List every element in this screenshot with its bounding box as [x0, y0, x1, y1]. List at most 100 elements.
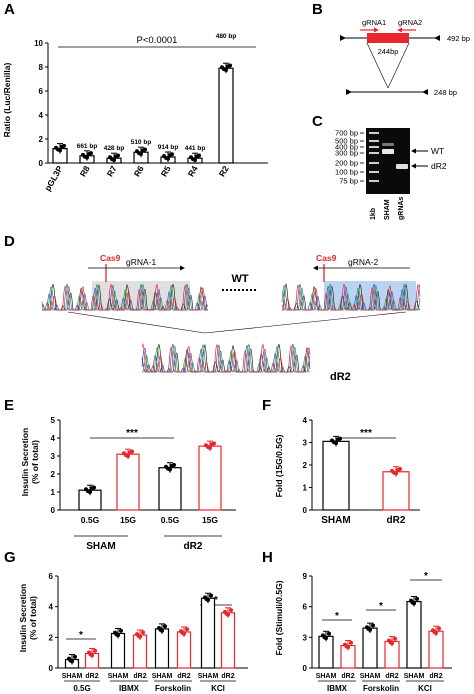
panel-g-sig2: * [214, 595, 218, 606]
panel-f-0-dot [336, 437, 340, 442]
panel-e-3-bar [198, 445, 222, 511]
panel-g-7-dot [229, 608, 233, 613]
panel-d-join-left [67, 311, 206, 334]
panel-c-lane-1kb: 1kb [370, 208, 377, 220]
panel-c-wt-label: WT [431, 146, 444, 156]
panel-a-4-dot [168, 153, 172, 158]
panel-h-ytick-label: 6 [303, 603, 308, 612]
panel-h-2-dot [366, 627, 371, 632]
panel-g-ylabel-2: (% of total) [28, 596, 38, 640]
panel-g-bar-label: dR2 [85, 673, 98, 680]
panel-d-dr2-trace [142, 343, 310, 373]
panel-h-5-dot [432, 630, 437, 635]
panel-a-3-dot [137, 151, 141, 156]
panel-letter-a: A [4, 1, 15, 18]
panel-g-bar-label: dR2 [177, 673, 190, 680]
panel-g-condition: 0.5G [73, 684, 90, 693]
panel-g-2-bar [110, 632, 126, 669]
panel-c-band-dr2 [396, 164, 408, 169]
panel-e-chart: Insulin Secretion (% of total) *** SHAM … [20, 416, 236, 552]
panel-g-4-dot [163, 624, 167, 629]
panel-f-ytick-label: 1 [303, 484, 308, 493]
panel-e-group-sham: SHAM [86, 541, 115, 552]
panel-b-join-right [387, 42, 410, 89]
panel-g-6-dot [204, 597, 209, 602]
panel-c-ladder-label: 200 bp [335, 159, 358, 168]
panel-a-category: R4 [186, 164, 200, 179]
panel-e-1-dot [128, 450, 132, 455]
panel-d-cas9-left: Cas9 [100, 253, 121, 263]
panel-h-sig1: * [335, 611, 339, 622]
panel-f-ytick-label: 2 [303, 461, 308, 470]
panel-d-chromatograms: Cas9 gRNA-1 Cas9 gRNA-2 WT dR2 [41, 253, 421, 383]
panel-h-ytick-label: 9 [303, 572, 308, 581]
panel-a-1-dot [87, 152, 91, 156]
panel-g-bar-label: SHAM [62, 673, 83, 680]
panel-a-bar-label: 510 bp [131, 139, 152, 146]
panel-a-1-dot [83, 154, 87, 159]
panel-b-deleted-primer-right-icon [422, 89, 428, 95]
panel-g-ytick-label: 6 [49, 572, 54, 581]
panel-letter-f: F [262, 397, 271, 414]
panel-h-1-dot [349, 640, 353, 645]
panel-a-category: R7 [105, 164, 119, 179]
panel-h-5-dot [437, 626, 441, 631]
panel-e-ytick-label: 0 [51, 506, 56, 515]
panel-c-ladder-label: 700 bp [335, 129, 358, 138]
panel-f-1-dot [392, 470, 396, 475]
panel-d-dr2-trace [141, 342, 311, 373]
panel-c-ladder-band [369, 140, 379, 142]
panel-h-ytick-label: 3 [303, 633, 308, 642]
panel-e-0-dot [90, 486, 94, 491]
panel-e-ytick-label: 1 [51, 488, 56, 497]
panel-d-wt-left-trace [42, 283, 208, 311]
panel-g-1-dot [88, 652, 93, 657]
panel-f-category: dR2 [387, 515, 406, 526]
panel-g-2-dot [119, 628, 123, 633]
panel-g-2-dot [114, 632, 119, 637]
panel-h-4-bar [406, 600, 422, 669]
panel-a-6-dot [222, 67, 226, 72]
panel-f-1-dot [396, 467, 400, 472]
panel-e-0-dot [86, 489, 90, 494]
panel-d-wt-label: WT [231, 273, 248, 285]
panel-g-bar-label: SHAM [108, 673, 129, 680]
panel-g-bar-label: SHAM [152, 673, 173, 680]
panel-e-bar-label: 15G [202, 515, 218, 525]
panel-h-2-dot [371, 623, 375, 628]
panel-d-wt-right-trace [281, 283, 421, 311]
panel-b-grna2-arrowhead-icon [397, 27, 402, 33]
panel-b-grna1-arrowhead-icon [374, 27, 379, 33]
panel-c-ladder-band [369, 171, 379, 173]
panel-e-ytick-label: 4 [51, 434, 56, 443]
panel-a-ytick-label: 6 [39, 87, 44, 96]
panel-e-ytick-label: 2 [51, 470, 56, 479]
panel-f-ytick-label: 3 [303, 439, 308, 448]
panel-b-diagram: gRNA1 gRNA2 244bp 492 bp 248 bp [340, 18, 470, 97]
panel-g-6-bar [200, 597, 216, 669]
panel-a-ytick-label: 0 [39, 159, 44, 168]
panel-d-grna2-arrowhead-icon [313, 265, 318, 271]
panel-g-5-bar [176, 631, 192, 669]
panel-f-sig: *** [360, 428, 372, 439]
panel-b-wt-size: 492 bp [447, 34, 470, 43]
panel-h-4-dot [410, 600, 415, 605]
panel-h-2-bar [362, 627, 378, 669]
panel-b-grna2-label: gRNA2 [398, 18, 422, 27]
panel-e-2-bar [158, 467, 182, 511]
panel-a-3-dot [141, 148, 145, 153]
panel-g-bar-label: dR2 [221, 673, 234, 680]
panel-c-band-wt-faint [382, 143, 394, 146]
panel-h-bar-label: SHAM [316, 673, 337, 680]
panel-a-4-dot [164, 155, 168, 160]
panel-e-ylabel-2: (% of total) [30, 440, 40, 484]
panel-e-sig: *** [126, 428, 138, 439]
panel-g-3-dot [141, 630, 145, 635]
panel-d-dr2-trace [141, 343, 311, 373]
panel-d-grna1-arrowhead-icon [180, 265, 185, 271]
panel-letter-c: C [312, 113, 323, 130]
panel-e-bar-label: 15G [120, 515, 136, 525]
panel-b-join-left [366, 42, 389, 89]
